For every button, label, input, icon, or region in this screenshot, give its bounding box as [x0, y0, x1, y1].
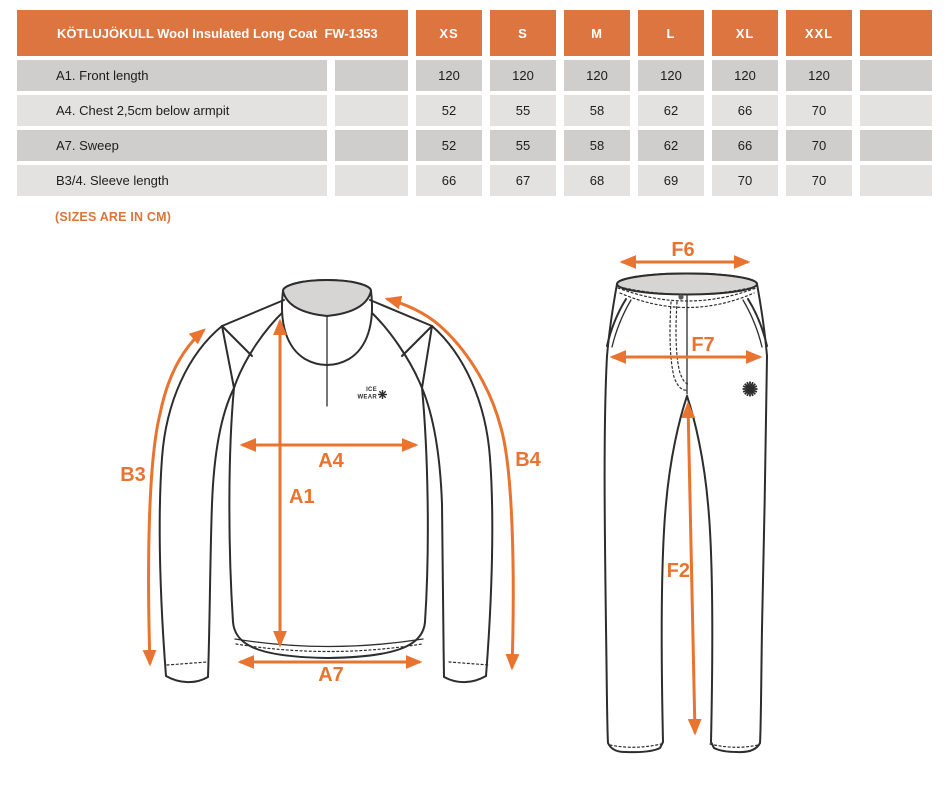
- spacer-cell: [335, 165, 408, 196]
- measurement-labels: B3 B4 A1 A4 A7 F6 F7 F2: [120, 239, 714, 686]
- coat-left-raglan-seam: [221, 325, 253, 357]
- fly-stitch-2: [675, 301, 689, 385]
- measure-label-a7: A7: [318, 664, 344, 686]
- value-cell: 120: [490, 60, 556, 91]
- row-label: B3/4. Sleeve length: [17, 165, 327, 196]
- value-cell: 52: [416, 95, 482, 126]
- value-cell: 58: [564, 95, 630, 126]
- trailing-cell: [860, 95, 932, 126]
- coat-left-shoulder-seam: [221, 299, 285, 327]
- measure-label-f2: F2: [667, 560, 690, 582]
- size-header-xxl: XXL: [786, 10, 852, 56]
- value-cell: 70: [712, 165, 778, 196]
- measurement-arrows: [142, 255, 763, 736]
- spacer-cell: [335, 95, 408, 126]
- trailing-cell: [860, 60, 932, 91]
- measure-label-b4: B4: [515, 449, 541, 471]
- measure-label-f6: F6: [671, 239, 694, 261]
- value-cell: 58: [564, 130, 630, 161]
- waist-inner-stitch: [623, 287, 751, 296]
- header-spacer-cell: [860, 10, 932, 56]
- value-cell: 66: [416, 165, 482, 196]
- value-cell: 67: [490, 165, 556, 196]
- arrow-b3: [142, 328, 206, 667]
- logo-text-ice: ICE: [366, 387, 377, 393]
- waist-button: [678, 294, 684, 300]
- right-pocket-trim: [747, 298, 768, 347]
- left-pocket-trim: [606, 298, 627, 347]
- row-label: A7. Sweep: [17, 130, 327, 161]
- value-cell: 55: [490, 95, 556, 126]
- coat-hem-stitch: [235, 643, 423, 653]
- fly-stitch-1: [669, 301, 688, 391]
- left-hem-stitch: [609, 743, 662, 748]
- left-pocket-edge: [611, 299, 632, 348]
- coat-drawing: ICE WEAR: [158, 279, 494, 684]
- size-header-l: L: [638, 10, 704, 56]
- value-cell: 70: [786, 165, 852, 196]
- value-cell: 120: [786, 60, 852, 91]
- value-cell: 120: [416, 60, 482, 91]
- value-cell: 69: [638, 165, 704, 196]
- table-title: KÖTLUJÖKULL Wool Insulated Long Coat FW-…: [17, 10, 408, 56]
- value-cell: 70: [786, 95, 852, 126]
- arrow-b4: [384, 295, 520, 671]
- measure-label-f7: F7: [691, 334, 714, 356]
- logo-snowflake-icon: [378, 390, 387, 399]
- value-cell: 120: [712, 60, 778, 91]
- trailing-cell: [860, 130, 932, 161]
- arrow-f2: [681, 401, 702, 736]
- size-table: KÖTLUJÖKULL Wool Insulated Long Coat FW-…: [17, 10, 932, 196]
- row-label: A1. Front length: [17, 60, 327, 91]
- pants-snowflake-icon: [742, 381, 758, 397]
- value-cell: 62: [638, 95, 704, 126]
- size-header-xl: XL: [712, 10, 778, 56]
- value-cell: 120: [564, 60, 630, 91]
- pants-drawing: [603, 272, 768, 754]
- pants-outline: [603, 272, 768, 754]
- measure-label-a4: A4: [318, 450, 344, 472]
- right-hem-stitch: [709, 743, 759, 748]
- value-cell: 62: [638, 130, 704, 161]
- value-cell: 55: [490, 130, 556, 161]
- measure-label-a1: A1: [289, 486, 315, 508]
- value-cell: 52: [416, 130, 482, 161]
- value-cell: 120: [638, 60, 704, 91]
- size-header-s: S: [490, 10, 556, 56]
- row-label: A4. Chest 2,5cm below armpit: [17, 95, 327, 126]
- measure-label-b3: B3: [120, 464, 146, 486]
- size-header-m: M: [564, 10, 630, 56]
- coat-collar-inside: [282, 279, 372, 317]
- pants-waist-opening: [616, 272, 758, 296]
- value-cell: 68: [564, 165, 630, 196]
- value-cell: 70: [786, 130, 852, 161]
- size-header-xs: XS: [416, 10, 482, 56]
- right-pocket-edge: [742, 299, 763, 348]
- sizes-note: (SIZES ARE IN CM): [55, 210, 172, 224]
- value-cell: 66: [712, 95, 778, 126]
- value-cell: 66: [712, 130, 778, 161]
- logo-text-wear: WEAR: [357, 395, 377, 401]
- spacer-cell: [335, 130, 408, 161]
- spacer-cell: [335, 60, 408, 91]
- trailing-cell: [860, 165, 932, 196]
